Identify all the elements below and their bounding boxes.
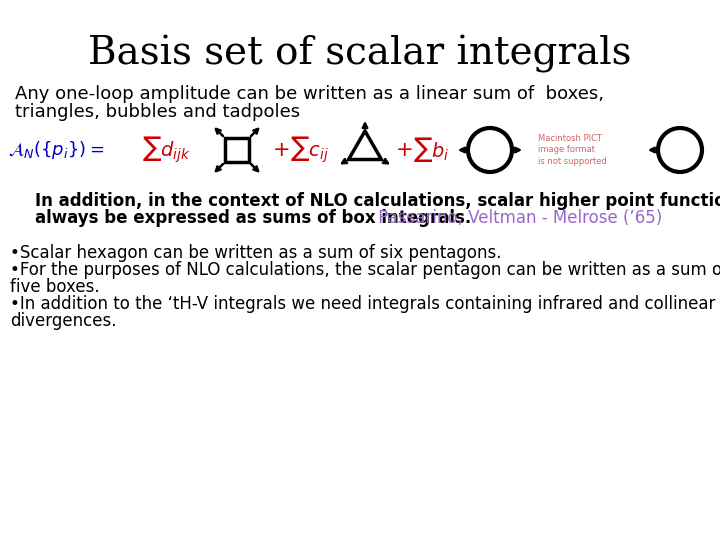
Text: $+$: $+$ <box>395 140 413 160</box>
Text: $+$: $+$ <box>272 140 289 160</box>
Text: $\mathcal{A}_N(\{p_i\}) =$: $\mathcal{A}_N(\{p_i\}) =$ <box>8 139 104 161</box>
Text: Any one-loop amplitude can be written as a linear sum of  boxes,: Any one-loop amplitude can be written as… <box>15 85 604 103</box>
Text: Macintosh PICT
image format
is not supported: Macintosh PICT image format is not suppo… <box>538 134 607 166</box>
Text: In addition, in the context of NLO calculations, scalar higher point functions, : In addition, in the context of NLO calcu… <box>35 192 720 210</box>
Text: divergences.: divergences. <box>10 312 117 330</box>
Text: $\sum b_i$: $\sum b_i$ <box>413 136 450 165</box>
Text: •In addition to the ‘tH-V integrals we need integrals containing infrared and co: •In addition to the ‘tH-V integrals we n… <box>10 295 716 313</box>
Bar <box>225 138 249 162</box>
Text: Passarino, Veltman - Melrose (’65): Passarino, Veltman - Melrose (’65) <box>373 209 662 227</box>
Text: •For the purposes of NLO calculations, the scalar pentagon can be written as a s: •For the purposes of NLO calculations, t… <box>10 261 720 279</box>
Text: Basis set of scalar integrals: Basis set of scalar integrals <box>89 35 631 73</box>
Text: always be expressed as sums of box integrals.: always be expressed as sums of box integ… <box>35 209 472 227</box>
Text: $\sum d_{ijk}$: $\sum d_{ijk}$ <box>142 135 191 165</box>
Text: triangles, bubbles and tadpoles: triangles, bubbles and tadpoles <box>15 103 300 121</box>
Text: •Scalar hexagon can be written as a sum of six pentagons.: •Scalar hexagon can be written as a sum … <box>10 244 502 262</box>
Text: $\sum c_{ij}$: $\sum c_{ij}$ <box>290 135 329 165</box>
Text: five boxes.: five boxes. <box>10 278 99 296</box>
